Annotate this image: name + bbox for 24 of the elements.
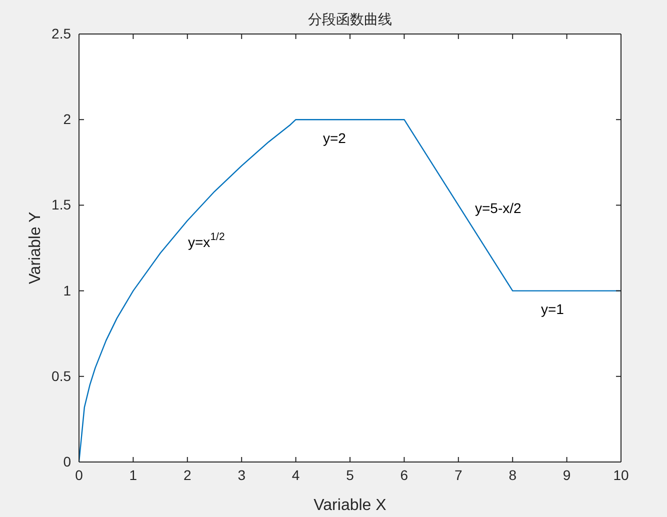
x-tick-label: 7: [454, 466, 462, 483]
y-tick-label: 0: [63, 453, 72, 470]
x-tick-label: 6: [400, 466, 408, 483]
x-tick-label: 4: [292, 466, 300, 483]
y-tick-label: 2.5: [52, 25, 72, 42]
x-tick-label: 10: [613, 466, 629, 483]
x-tick-label: 2: [184, 466, 192, 483]
chart-title: 分段函数曲线: [308, 11, 392, 27]
y-tick-label: 0.5: [52, 368, 72, 384]
x-tick-label: 8: [508, 466, 517, 483]
x-tick-label: 3: [238, 466, 246, 483]
y-axis-title: Variable Y: [27, 212, 44, 284]
x-axis-title: Variable X: [314, 497, 387, 514]
annotation: y=x$^{1/2}$: [188, 230, 225, 250]
x-tick-label: 9: [562, 466, 571, 483]
y-tick-label: 1.5: [52, 196, 72, 213]
y-tick-label: 2: [63, 111, 72, 128]
x-tick-label: 1: [129, 466, 138, 483]
annotation: y=2: [323, 130, 346, 146]
annotation: y=5-x/2: [475, 200, 522, 216]
x-tick-label: 5: [346, 466, 354, 483]
x-tick-label: 0: [75, 466, 84, 483]
annotation: y=1: [541, 300, 564, 317]
y-tick-label: 1: [63, 282, 72, 298]
